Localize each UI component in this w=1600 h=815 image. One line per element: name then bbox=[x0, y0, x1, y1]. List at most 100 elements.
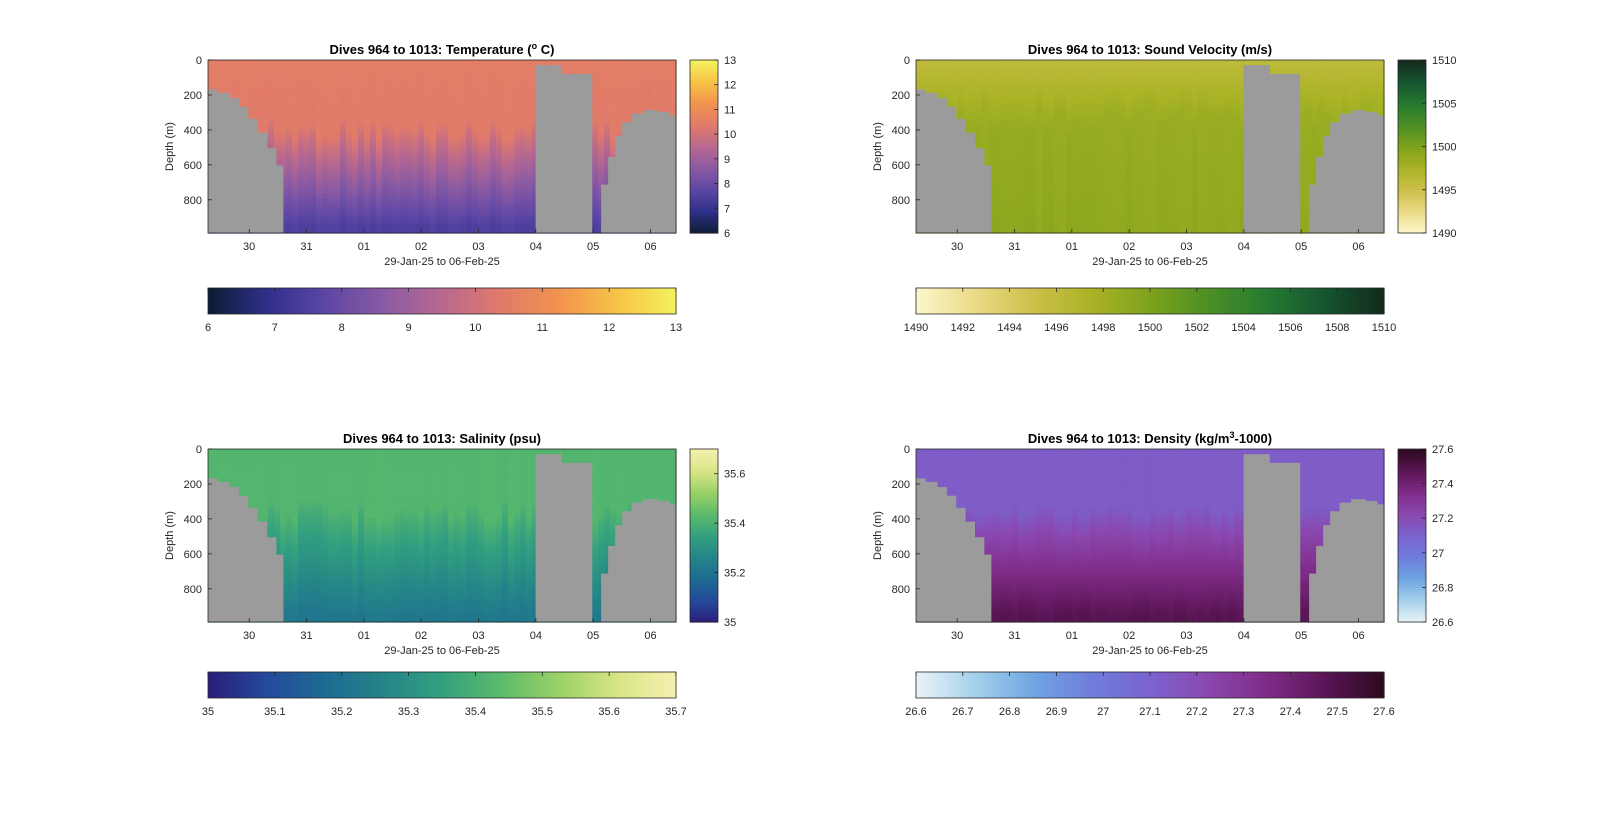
heatmap-cell bbox=[364, 172, 371, 178]
heatmap-cell bbox=[508, 107, 515, 113]
heatmap-cell bbox=[1012, 202, 1019, 208]
heatmap-cell bbox=[238, 85, 245, 91]
heatmap-cell bbox=[1060, 150, 1067, 156]
heatmap-cell bbox=[340, 60, 347, 65]
heatmap-cell bbox=[316, 137, 323, 143]
colorbar-swatch bbox=[406, 288, 412, 314]
heatmap-cell bbox=[244, 64, 251, 70]
heatmap-cell bbox=[448, 60, 455, 65]
heatmap-cell bbox=[340, 215, 347, 221]
heatmap-cell bbox=[394, 98, 401, 104]
heatmap-cell bbox=[418, 172, 425, 178]
heatmap-cell bbox=[514, 94, 521, 100]
heatmap-cell bbox=[1030, 198, 1037, 204]
heatmap-cell bbox=[532, 68, 539, 74]
heatmap-cell bbox=[1090, 159, 1097, 165]
heatmap-cell bbox=[1072, 215, 1079, 221]
heatmap-cell bbox=[280, 60, 287, 65]
heatmap-cell bbox=[1018, 198, 1025, 204]
heatmap-cell bbox=[1120, 103, 1127, 109]
heatmap-cell bbox=[484, 168, 491, 174]
heatmap-cell bbox=[478, 220, 485, 225]
heatmap-cell bbox=[472, 98, 479, 104]
heatmap-cell bbox=[316, 224, 323, 230]
heatmap-cell bbox=[1120, 150, 1127, 156]
heatmap-cell bbox=[316, 77, 323, 83]
heatmap-cell bbox=[376, 129, 383, 135]
heatmap-cell bbox=[370, 124, 377, 130]
heatmap-cell bbox=[232, 81, 239, 87]
heatmap-cell bbox=[1090, 68, 1097, 74]
heatmap-cell bbox=[466, 194, 473, 199]
no-data-region bbox=[257, 132, 267, 233]
heatmap-cell bbox=[508, 77, 515, 83]
colorbar-tick-label: 13 bbox=[724, 55, 736, 67]
heatmap-cell bbox=[1108, 224, 1115, 230]
chart-panel-1: Dives 964 to 1013: Temperature (o C)0200… bbox=[164, 41, 736, 334]
heatmap-cell bbox=[472, 129, 479, 135]
heatmap-cell bbox=[490, 137, 497, 143]
heatmap-cell bbox=[334, 228, 341, 234]
heatmap-cell bbox=[616, 111, 623, 117]
heatmap-cell bbox=[622, 94, 629, 100]
heatmap-cell bbox=[1012, 198, 1019, 204]
heatmap-cell bbox=[322, 90, 329, 96]
heatmap-cell bbox=[628, 107, 635, 113]
heatmap-cell bbox=[262, 68, 269, 74]
heatmap-cell bbox=[322, 150, 329, 156]
heatmap-cell bbox=[364, 211, 371, 217]
heatmap-cell bbox=[418, 207, 425, 212]
heatmap-cell bbox=[1042, 98, 1049, 104]
heatmap-cell bbox=[322, 215, 329, 221]
heatmap-cell bbox=[964, 68, 971, 74]
heatmap-cell bbox=[268, 68, 275, 74]
heatmap-cell bbox=[364, 81, 371, 87]
heatmap-cell bbox=[1000, 181, 1007, 187]
heatmap-cell bbox=[304, 189, 311, 195]
colorbar-swatch bbox=[690, 209, 718, 214]
heatmap-cell bbox=[346, 189, 353, 195]
heatmap-cell bbox=[958, 98, 965, 104]
heatmap-cell bbox=[442, 85, 449, 91]
heatmap-cell bbox=[394, 185, 401, 191]
heatmap-cell bbox=[1156, 98, 1163, 104]
heatmap-cell bbox=[1042, 133, 1049, 139]
heatmap-cell bbox=[490, 60, 497, 65]
heatmap-cell bbox=[382, 72, 389, 78]
heatmap-cell bbox=[430, 189, 437, 195]
heatmap-cell bbox=[970, 64, 977, 70]
heatmap-cell bbox=[508, 85, 515, 91]
heatmap-cell bbox=[1150, 150, 1157, 156]
colorbar-swatch bbox=[690, 126, 718, 130]
heatmap-cell bbox=[1060, 72, 1067, 78]
heatmap-cell bbox=[292, 60, 299, 65]
heatmap-cell bbox=[1150, 224, 1157, 230]
heatmap-cell bbox=[532, 129, 539, 135]
heatmap-cell bbox=[358, 133, 365, 139]
heatmap-cell bbox=[436, 181, 443, 187]
heatmap-cell bbox=[286, 185, 293, 191]
heatmap-cell bbox=[496, 116, 503, 122]
heatmap-cell bbox=[1078, 72, 1085, 78]
heatmap-cell bbox=[1126, 142, 1133, 148]
heatmap-cell bbox=[316, 142, 323, 148]
heatmap-cell bbox=[268, 133, 275, 139]
heatmap-cell bbox=[376, 64, 383, 70]
heatmap-cell bbox=[490, 155, 497, 161]
heatmap-cell bbox=[352, 185, 359, 191]
heatmap-cell bbox=[280, 150, 287, 156]
heatmap-cell bbox=[322, 189, 329, 195]
heatmap-cell bbox=[418, 90, 425, 96]
heatmap-cell bbox=[454, 120, 461, 126]
heatmap-cell bbox=[232, 68, 239, 74]
heatmap-cell bbox=[1120, 85, 1127, 91]
heatmap-cell bbox=[286, 155, 293, 161]
heatmap-cell bbox=[436, 94, 443, 100]
heatmap-cell bbox=[496, 163, 503, 169]
heatmap-cell bbox=[400, 133, 407, 139]
heatmap-cell bbox=[1132, 228, 1139, 234]
heatmap-cell bbox=[952, 85, 959, 91]
heatmap-cell bbox=[328, 64, 335, 70]
heatmap-cell bbox=[586, 68, 593, 74]
heatmap-cell bbox=[1048, 159, 1055, 165]
